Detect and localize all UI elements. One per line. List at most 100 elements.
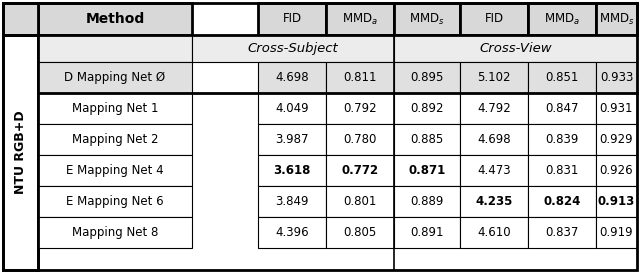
Text: Cross-Subject: Cross-Subject [248, 42, 339, 55]
Text: 0.895: 0.895 [410, 71, 444, 84]
Bar [326, 124, 394, 155]
Bar [394, 62, 460, 93]
Bar [460, 186, 528, 217]
Text: 0.931: 0.931 [600, 102, 633, 115]
Bar [38, 3, 192, 35]
Bar [258, 3, 326, 35]
Bar [38, 186, 192, 217]
Text: 0.919: 0.919 [600, 226, 634, 239]
Bar [528, 62, 596, 93]
Bar [460, 217, 528, 248]
Bar [326, 3, 394, 35]
Bar [528, 124, 596, 155]
Bar [394, 3, 460, 35]
Text: 3.987: 3.987 [275, 133, 308, 146]
Bar [596, 124, 637, 155]
Bar [528, 3, 596, 35]
Text: MMD$_s$: MMD$_s$ [409, 11, 445, 26]
Text: 0.811: 0.811 [343, 71, 377, 84]
Bar [394, 186, 460, 217]
Text: 4.792: 4.792 [477, 102, 511, 115]
Text: 4.698: 4.698 [275, 71, 309, 84]
Bar [528, 186, 596, 217]
Text: 0.871: 0.871 [408, 164, 445, 177]
Text: 0.780: 0.780 [343, 133, 377, 146]
Bar [394, 124, 460, 155]
Text: 0.831: 0.831 [545, 164, 579, 177]
Bar [596, 93, 637, 124]
Bar [528, 155, 596, 186]
Bar [192, 35, 394, 62]
Text: 0.847: 0.847 [545, 102, 579, 115]
Bar [38, 93, 192, 124]
Bar [326, 155, 394, 186]
Bar [460, 155, 528, 186]
Text: Mapping Net 1: Mapping Net 1 [72, 102, 158, 115]
Bar [38, 217, 192, 248]
Text: 0.926: 0.926 [600, 164, 634, 177]
Bar [528, 93, 596, 124]
Text: 0.824: 0.824 [543, 195, 580, 208]
Text: Mapping Net 8: Mapping Net 8 [72, 226, 158, 239]
Text: FID: FID [484, 12, 504, 25]
Text: E Mapping Net 6: E Mapping Net 6 [66, 195, 164, 208]
Text: 4.049: 4.049 [275, 102, 309, 115]
Bar [3, 35, 38, 270]
Text: MMD$_a$: MMD$_a$ [342, 11, 378, 26]
Bar [460, 93, 528, 124]
Text: Mapping Net 2: Mapping Net 2 [72, 133, 158, 146]
Bar [596, 217, 637, 248]
Bar [258, 62, 326, 93]
Bar [326, 62, 394, 93]
Bar [258, 155, 326, 186]
Text: Method: Method [85, 12, 145, 26]
Bar [3, 3, 38, 35]
Bar [460, 62, 528, 93]
Bar [38, 62, 192, 93]
Bar [460, 124, 528, 155]
Text: 0.801: 0.801 [343, 195, 377, 208]
Text: 5.102: 5.102 [477, 71, 511, 84]
Bar [38, 35, 192, 62]
Bar [528, 217, 596, 248]
Text: 0.889: 0.889 [410, 195, 444, 208]
Bar [596, 155, 637, 186]
Text: 4.473: 4.473 [477, 164, 511, 177]
Text: 4.610: 4.610 [477, 226, 511, 239]
Text: 0.913: 0.913 [598, 195, 635, 208]
Text: 0.772: 0.772 [341, 164, 379, 177]
Text: FID: FID [282, 12, 301, 25]
Text: 3.849: 3.849 [275, 195, 308, 208]
Bar [394, 93, 460, 124]
Text: 0.805: 0.805 [344, 226, 376, 239]
Bar [258, 93, 326, 124]
Bar [326, 186, 394, 217]
Text: 0.929: 0.929 [600, 133, 634, 146]
Text: 0.837: 0.837 [545, 226, 579, 239]
Bar [326, 93, 394, 124]
Text: E Mapping Net 4: E Mapping Net 4 [66, 164, 164, 177]
Bar [394, 35, 637, 62]
Text: 0.891: 0.891 [410, 226, 444, 239]
Text: 0.933: 0.933 [600, 71, 633, 84]
Text: 4.235: 4.235 [476, 195, 513, 208]
Text: 4.396: 4.396 [275, 226, 309, 239]
Bar [258, 186, 326, 217]
Text: 0.885: 0.885 [410, 133, 444, 146]
Bar [258, 217, 326, 248]
Bar [596, 62, 637, 93]
Text: 0.851: 0.851 [545, 71, 579, 84]
Bar [258, 124, 326, 155]
Text: 4.698: 4.698 [477, 133, 511, 146]
Text: MMD$_a$: MMD$_a$ [544, 11, 580, 26]
Bar [460, 3, 528, 35]
Text: Cross-View: Cross-View [479, 42, 552, 55]
Text: 0.792: 0.792 [343, 102, 377, 115]
Bar [38, 155, 192, 186]
Bar [596, 3, 637, 35]
Text: NTU RGB+D: NTU RGB+D [14, 111, 27, 194]
Bar [394, 155, 460, 186]
Text: MMD$_s$: MMD$_s$ [598, 11, 634, 26]
Text: 0.839: 0.839 [545, 133, 579, 146]
Bar [596, 186, 637, 217]
